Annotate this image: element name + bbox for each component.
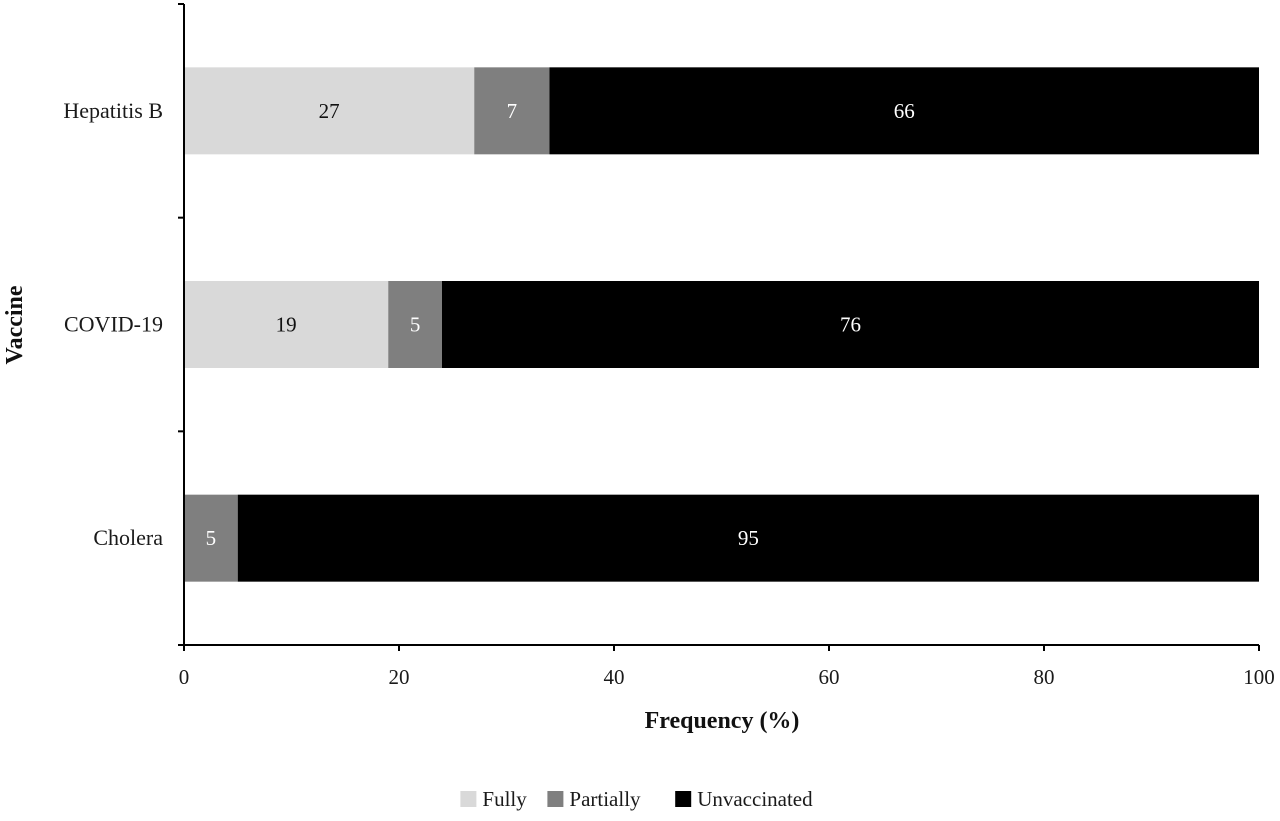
category-label: COVID-19: [64, 312, 163, 337]
data-label: 76: [840, 313, 861, 337]
legend-label: Unvaccinated: [697, 787, 813, 811]
x-tick-label: 100: [1243, 665, 1275, 689]
legend-label: Partially: [569, 787, 641, 811]
bar-segment: [237, 494, 1259, 582]
bar-segment: [184, 67, 475, 155]
data-label: 19: [276, 313, 297, 337]
data-label: 5: [410, 313, 421, 337]
category-label: Cholera: [93, 525, 163, 550]
category-label: Hepatitis B: [63, 98, 163, 123]
bars-layer: 27 7 66 19 5 76 5 95: [184, 67, 1259, 582]
y-axis-title: Vaccine: [2, 285, 28, 364]
x-tick-label: 20: [389, 665, 410, 689]
bar-segment: [549, 67, 1259, 155]
data-label: 5: [206, 526, 217, 550]
x-tick-label: 40: [604, 665, 625, 689]
legend-label: Fully: [482, 787, 527, 811]
legend: Fully Partially Unvaccinated: [460, 787, 813, 811]
legend-swatch: [547, 791, 564, 807]
bar-segment: [442, 281, 1259, 368]
x-tick-label: 80: [1034, 665, 1055, 689]
bar-segment: [474, 67, 550, 155]
data-label: 95: [738, 526, 759, 550]
bar-segment: [184, 281, 389, 368]
x-axis-title: Frequency (%): [645, 708, 800, 734]
x-tick-label: 60: [819, 665, 840, 689]
legend-swatch: [675, 791, 692, 807]
x-tick-label: 0: [179, 665, 190, 689]
bar-segment: [388, 281, 442, 368]
data-label: 27: [319, 99, 340, 123]
axes-layer: Hepatitis B COVID-19 Cholera 0 20 40 60 80 100: [63, 3, 1275, 689]
bar-segment: [184, 494, 238, 582]
data-label: 7: [507, 99, 518, 123]
data-label: 66: [894, 99, 915, 123]
legend-swatch: [460, 791, 477, 807]
